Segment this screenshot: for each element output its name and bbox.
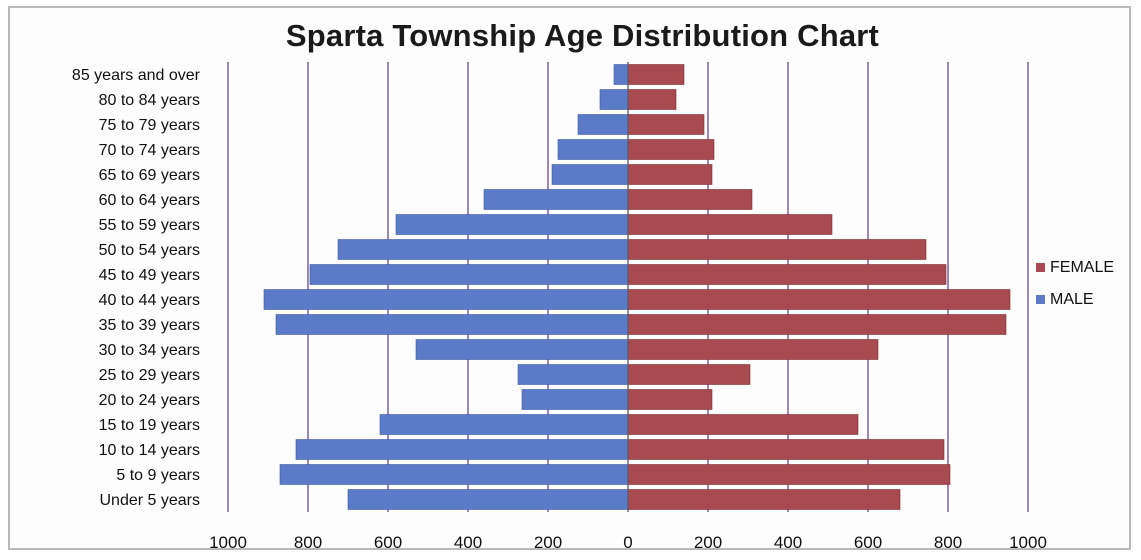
- x-tick-label: 800: [934, 533, 962, 552]
- x-tick-label: 800: [294, 533, 322, 552]
- category-labels: Under 5 years 5 to 9 years 10 to 14 years 1…: [72, 67, 201, 509]
- chart-title: Sparta Township Age Distribution Chart: [285, 18, 880, 53]
- category-label: 75 to 79 years: [99, 117, 200, 134]
- x-tick-label: 400: [774, 533, 802, 552]
- legend-swatch: [1036, 295, 1045, 304]
- bar-male: [517, 364, 629, 385]
- category-label: 45 to 49 years: [99, 267, 200, 284]
- bar-male: [613, 64, 629, 85]
- bar-male: [337, 239, 629, 260]
- bar-female: [627, 339, 879, 360]
- category-label: 10 to 14 years: [99, 442, 200, 459]
- category-label: 5 to 9 years: [116, 467, 200, 484]
- bar-female: [627, 264, 947, 285]
- bar-female: [627, 239, 927, 260]
- x-tick-label: 600: [854, 533, 882, 552]
- bar-female: [627, 489, 901, 510]
- bar-male: [551, 164, 629, 185]
- category-label: Under 5 years: [100, 492, 201, 509]
- x-tick-label: 200: [694, 533, 722, 552]
- bar-male: [295, 439, 629, 460]
- bar-female: [627, 314, 1007, 335]
- bar-female: [627, 164, 713, 185]
- bar-female: [627, 414, 859, 435]
- bar-female: [627, 364, 751, 385]
- legend: FEMALE MALE: [1036, 259, 1114, 308]
- bar-female: [627, 189, 753, 210]
- x-tick-label: 1000: [209, 533, 247, 552]
- x-tick-label: 1000: [1009, 533, 1047, 552]
- category-label: 60 to 64 years: [99, 192, 200, 209]
- category-label: 50 to 54 years: [99, 242, 200, 259]
- bar-male: [279, 464, 629, 485]
- bar-female: [627, 439, 945, 460]
- legend-swatch: [1036, 263, 1045, 272]
- category-label: 65 to 69 years: [99, 167, 200, 184]
- x-axis-ticks: 1000 800 600 400 200 0 200 400 600 800 1000: [209, 533, 1047, 552]
- category-label: 85 years and over: [72, 67, 201, 84]
- bar-male: [599, 89, 629, 110]
- bar-female: [627, 464, 951, 485]
- category-label: 40 to 44 years: [99, 292, 200, 309]
- category-label: 80 to 84 years: [99, 92, 200, 109]
- bar-female: [627, 114, 705, 135]
- x-tick-label: 400: [454, 533, 482, 552]
- x-tick-label: 200: [534, 533, 562, 552]
- category-label: 70 to 74 years: [99, 142, 200, 159]
- bar-male: [415, 339, 629, 360]
- x-tick-label: 600: [374, 533, 402, 552]
- bar-male: [263, 289, 629, 310]
- bar-female: [627, 289, 1011, 310]
- bar-male: [379, 414, 629, 435]
- bar-male: [521, 389, 629, 410]
- bar-male: [557, 139, 629, 160]
- bar-female: [627, 214, 833, 235]
- bar-layer: [263, 62, 1011, 512]
- legend-label: MALE: [1050, 291, 1094, 308]
- bar-male: [347, 489, 629, 510]
- bar-female: [627, 89, 677, 110]
- bar-female: [627, 64, 685, 85]
- category-label: 30 to 34 years: [99, 342, 200, 359]
- bar-male: [395, 214, 629, 235]
- category-label: 25 to 29 years: [99, 367, 200, 384]
- x-tick-label: 0: [623, 533, 632, 552]
- bar-male: [275, 314, 629, 335]
- category-label: 20 to 24 years: [99, 392, 200, 409]
- category-label: 15 to 19 years: [99, 417, 200, 434]
- bar-female: [627, 389, 713, 410]
- category-label: 35 to 39 years: [99, 317, 200, 334]
- bar-male: [309, 264, 629, 285]
- category-label: 55 to 59 years: [99, 217, 200, 234]
- bar-male: [483, 189, 629, 210]
- bar-female: [627, 139, 715, 160]
- bar-male: [577, 114, 629, 135]
- legend-label: FEMALE: [1050, 259, 1114, 276]
